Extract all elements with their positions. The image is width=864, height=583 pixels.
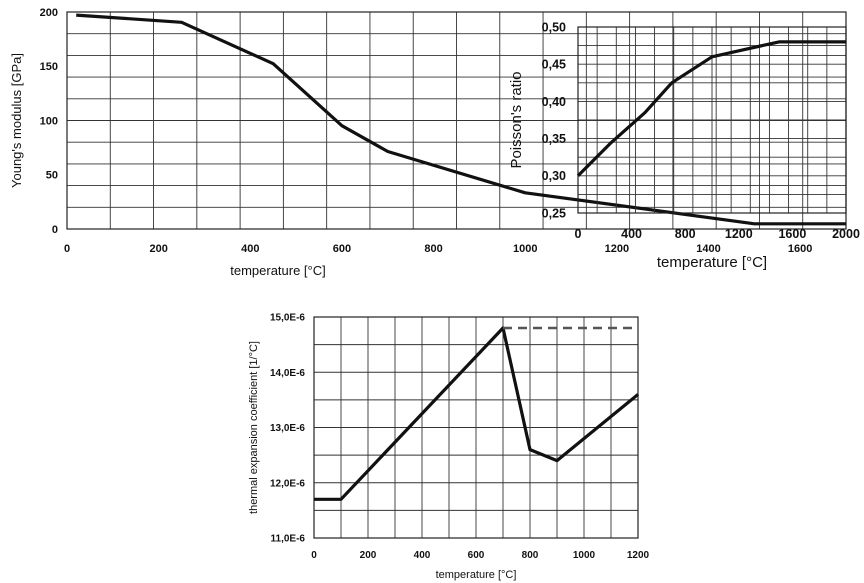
x-tick-label: 1400 (696, 243, 720, 255)
plot-frame (577, 26, 847, 214)
y-tick-label: 12,0E-6 (270, 478, 305, 489)
y-tick-label: 150 (40, 61, 58, 73)
x-tick-label: 1000 (573, 550, 596, 561)
y-tick-label: 0 (52, 224, 58, 236)
x-tick-label: 600 (468, 550, 485, 561)
x-tick-label: 0 (311, 550, 317, 561)
y-tick-label: 100 (40, 115, 58, 127)
chart-1: 0 200 400 600 800 1000 1200 1400 1600 0 50 100 150 20… (9, 7, 847, 278)
plot-frame (313, 316, 639, 539)
x-tick-label: 0 (64, 243, 70, 255)
x-tick-label: 200 (360, 550, 377, 561)
x-axis-label: temperature [°C] (436, 569, 517, 581)
y-tick-label: 0,25 (542, 206, 566, 220)
y-axis-label: Poisson's ratio (508, 71, 525, 168)
x-tick-label: 0 (575, 227, 582, 241)
x-tick-label: 400 (621, 227, 642, 241)
y-tick-label: 13,0E-6 (270, 423, 305, 434)
x-tick-label: 1200 (725, 227, 753, 241)
x-tick-label: 1000 (513, 243, 537, 255)
chart-2: 0 400 800 1200 1600 2000 0,25 0,30 0,35 0,40 0,45 0… (508, 20, 860, 271)
y-tick-label: 200 (40, 7, 58, 19)
y-axis-label: thermal expansion coefficient [1/°C] (248, 341, 260, 514)
y-tick-label: 50 (46, 170, 58, 182)
y-tick-label: 11,0E-6 (271, 534, 306, 545)
x-tick-label: 400 (414, 550, 431, 561)
chart-3: 0 200 400 600 800 1000 1200 11,0E-6 12,0E-6 13,0E… (248, 313, 650, 582)
y-tick-label: 0,45 (542, 58, 566, 72)
x-tick-label: 200 (149, 243, 167, 255)
x-tick-label: 1600 (788, 243, 812, 255)
x-tick-label: 1600 (778, 227, 806, 241)
x-tick-label: 400 (241, 243, 259, 255)
series-line (314, 326, 640, 501)
x-tick-label: 1200 (627, 550, 650, 561)
y-tick-label: 0,30 (542, 169, 566, 183)
y-tick-label: 14,0E-6 (270, 368, 305, 379)
y-tick-label: 0,50 (542, 20, 566, 34)
x-tick-label: 800 (522, 550, 539, 561)
y-tick-label: 15,0E-6 (270, 313, 305, 324)
x-tick-label: 800 (424, 243, 442, 255)
y-tick-label: 0,40 (542, 95, 566, 109)
x-tick-label: 600 (333, 243, 351, 255)
x-tick-label: 1200 (605, 243, 629, 255)
y-axis-label: Young's modulus [GPa] (9, 53, 24, 188)
series-line (576, 40, 846, 177)
x-axis-label: temperature [°C] (230, 263, 326, 278)
x-axis-label: temperature [°C] (657, 254, 767, 271)
y-tick-label: 0,35 (542, 132, 566, 146)
x-tick-label: 800 (675, 227, 696, 241)
series-line (76, 13, 846, 226)
x-tick-label: 2000 (832, 227, 860, 241)
